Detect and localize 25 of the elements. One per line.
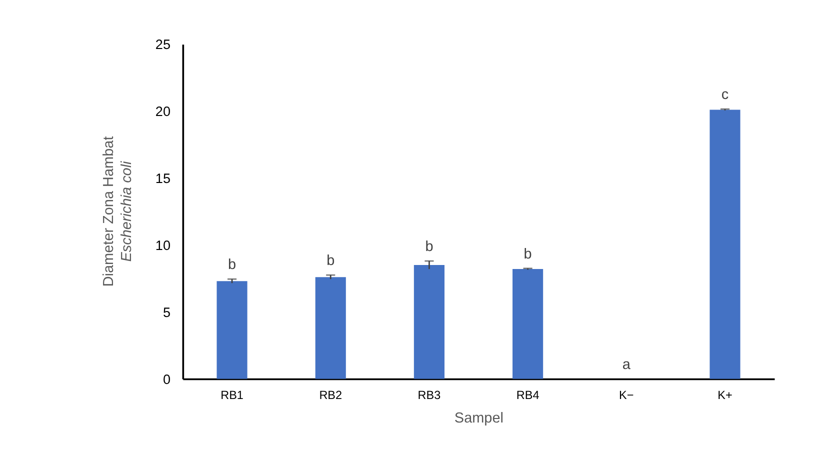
x-tick-label: RB4 [516,389,540,402]
annotation: b [228,257,236,274]
x-axis-title: Sampel [454,410,504,427]
bar [710,110,740,379]
y-tick-label: 15 [155,170,171,186]
x-tick-label: K+ [718,389,732,402]
bar [414,265,444,379]
annotation: b [425,239,434,256]
x-tick-label: K− [619,389,634,402]
annotation: a [622,356,632,373]
y-tick-label: 20 [155,104,171,120]
y-tick-label: 0 [162,372,171,387]
y-axis-title: Diameter Zona Hambat Escherichia coli [101,136,136,287]
y-tick-label: 10 [155,238,171,253]
y-tick-label: 25 [155,37,171,52]
bar [315,277,346,379]
annotation: b [326,253,335,270]
annotation: b [524,246,532,262]
annotation: c [721,87,729,104]
x-tick-label: RB2 [319,389,342,402]
bar [512,269,544,379]
x-tick-label: RB1 [220,389,244,402]
bar [216,281,248,379]
y-tick-label: 5 [162,304,171,320]
x-tick-label: RB3 [418,389,442,402]
